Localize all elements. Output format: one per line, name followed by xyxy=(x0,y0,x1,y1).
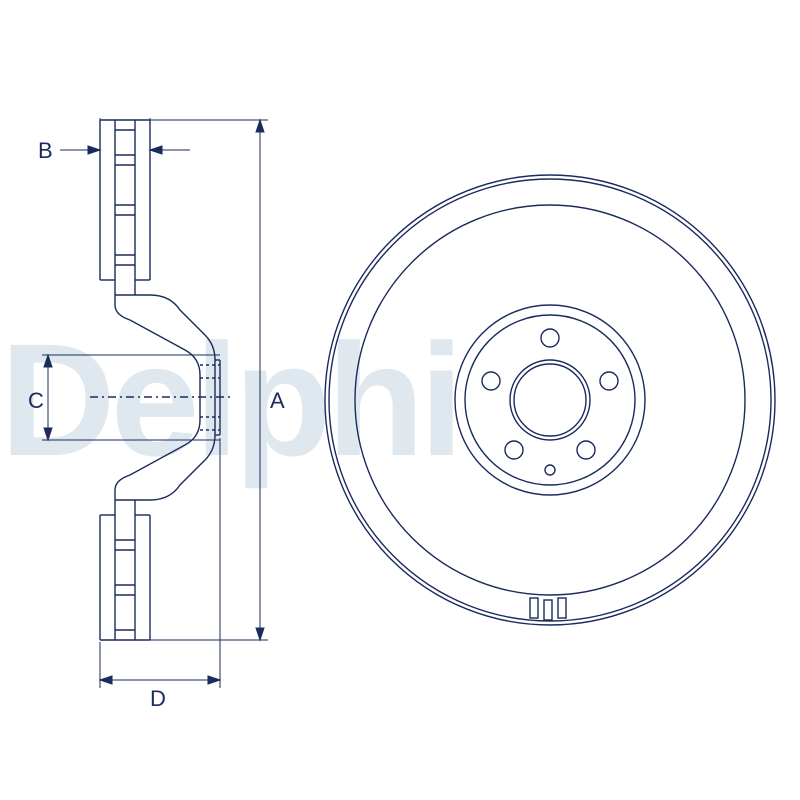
disc-face-view xyxy=(325,175,775,625)
dimensions xyxy=(42,118,268,688)
diagram-svg xyxy=(0,0,800,800)
cross-section-view xyxy=(90,120,230,640)
label-b: B xyxy=(38,138,53,164)
label-a: A xyxy=(270,388,285,414)
label-c: C xyxy=(28,388,44,414)
vent-markers xyxy=(530,598,566,620)
label-d: D xyxy=(150,686,166,712)
